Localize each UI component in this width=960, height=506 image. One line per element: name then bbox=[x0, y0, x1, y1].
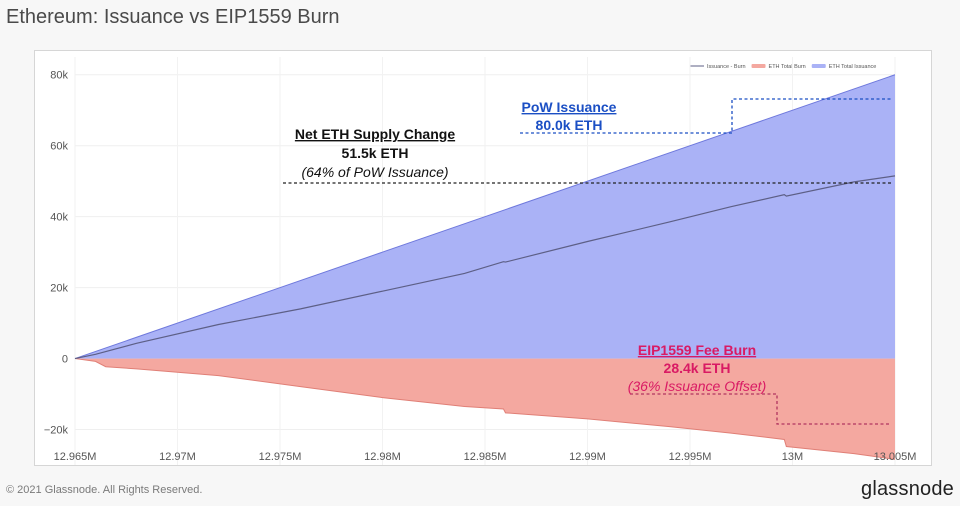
legend-label: ETH Total Burn bbox=[769, 64, 806, 70]
burn-line bbox=[74, 358, 896, 460]
annotation-burn-title: EIP1559 Fee Burn bbox=[638, 342, 756, 358]
y-tick-label: 40k bbox=[50, 212, 68, 224]
y-axis-ticks: 80k 60k 40k 20k 0 −20k bbox=[44, 70, 69, 437]
net-supply-line bbox=[74, 175, 896, 360]
chart-lines bbox=[74, 74, 896, 460]
annotation-pow-value: 80.0k ETH bbox=[536, 117, 603, 133]
y-tick-label: −20k bbox=[44, 425, 69, 437]
y-tick-label: 0 bbox=[62, 354, 68, 366]
burn-guide-line bbox=[630, 393, 891, 425]
footer-copyright: © 2021 Glassnode. All Rights Reserved. bbox=[6, 484, 203, 496]
x-axis-ticks: 12.965M 12.97M 12.975M 12.98M 12.985M 12.99M 1… bbox=[54, 451, 917, 463]
y-tick-label: 80k bbox=[50, 70, 68, 82]
x-tick-label: 12.965M bbox=[54, 451, 97, 463]
x-tick-label: 12.975M bbox=[259, 451, 302, 463]
y-tick-label: 20k bbox=[50, 283, 68, 295]
annotation-pow-title: PoW Issuance bbox=[522, 99, 617, 115]
legend-label: Issuance - Burn bbox=[707, 64, 746, 70]
legend-swatch bbox=[751, 64, 766, 68]
x-tick-label: 12.995M bbox=[669, 451, 712, 463]
annotation-burn-note: (36% Issuance Offset) bbox=[628, 378, 767, 394]
glassnode-logo[interactable]: glassnode bbox=[861, 478, 954, 500]
x-tick-label: 13M bbox=[782, 451, 803, 463]
x-tick-label: 12.985M bbox=[464, 451, 507, 463]
x-tick-label: 12.98M bbox=[364, 451, 401, 463]
page-title: Ethereum: Issuance vs EIP1559 Burn bbox=[6, 6, 340, 28]
legend-label: ETH Total Issuance bbox=[829, 64, 877, 70]
annotation-net-title: Net ETH Supply Change bbox=[295, 126, 455, 142]
chart-legend: Issuance - Burn ETH Total Burn ETH Total I… bbox=[690, 64, 876, 70]
x-tick-label: 12.97M bbox=[159, 451, 196, 463]
x-tick-label: 13.005M bbox=[874, 451, 917, 463]
annotation-burn-value: 28.4k ETH bbox=[664, 360, 731, 376]
chart-card: Issuance - Burn ETH Total Burn ETH Total I… bbox=[34, 50, 932, 466]
annotation-net-value: 51.5k ETH bbox=[342, 145, 409, 161]
annotation-net-note: (64% of PoW Issuance) bbox=[301, 164, 448, 180]
annotation-guides bbox=[283, 98, 892, 425]
legend-swatch bbox=[811, 64, 826, 68]
x-tick-label: 12.99M bbox=[569, 451, 606, 463]
y-tick-label: 60k bbox=[50, 141, 68, 153]
issuance-line bbox=[74, 74, 896, 360]
chart-svg: Issuance - Burn ETH Total Burn ETH Total I… bbox=[44, 57, 917, 465]
pow-guide-line bbox=[520, 98, 892, 134]
